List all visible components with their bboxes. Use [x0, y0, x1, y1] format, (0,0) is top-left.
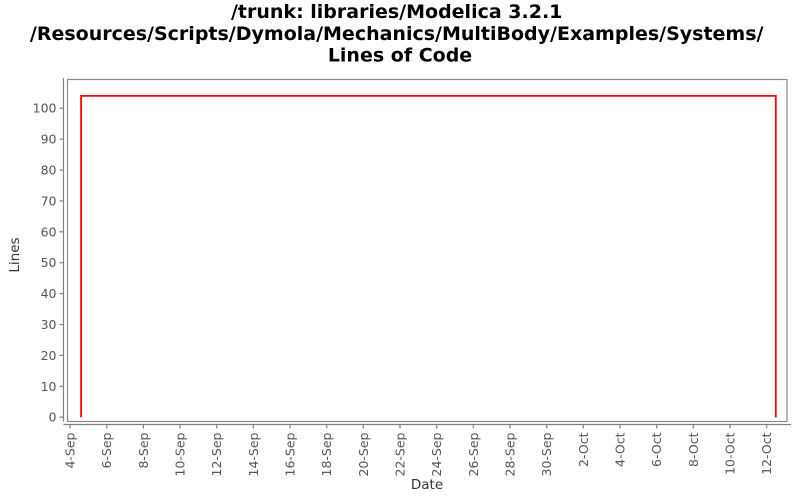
- y-axis-ticks: 0 10 20 30 40 50 60 70 80 90 100: [33, 101, 64, 425]
- x-tick-label: 4-Sep: [63, 432, 78, 468]
- y-axis-title: Lines: [7, 237, 23, 272]
- chart-title-line1: /trunk: libraries/Modelica 3.2.1: [231, 1, 562, 23]
- x-tick-label: 6-Oct: [649, 432, 664, 467]
- y-tick-label: 80: [41, 163, 57, 178]
- y-tick-label: 100: [33, 101, 57, 116]
- x-axis-title: Date: [411, 477, 443, 493]
- y-tick-label: 40: [41, 286, 57, 301]
- x-tick-label: 2-Oct: [576, 432, 591, 467]
- y-tick-label: 90: [41, 132, 57, 147]
- x-tick-label: 22-Sep: [393, 432, 408, 476]
- chart-title-line2: /Resources/Scripts/Dymola/Mechanics/Mult…: [30, 23, 764, 45]
- plot-area: [66, 78, 788, 423]
- y-tick-label: 70: [41, 193, 57, 208]
- y-tick-label: 0: [49, 410, 57, 425]
- y-tick-label: 20: [41, 348, 57, 363]
- y-tick-label: 10: [41, 379, 57, 394]
- x-tick-label: 4-Oct: [613, 432, 628, 467]
- y-tick-label: 60: [41, 224, 57, 239]
- x-tick-label: 12-Sep: [209, 432, 224, 476]
- x-tick-label: 6-Sep: [99, 432, 114, 468]
- chart-title-line3: Lines of Code: [328, 45, 472, 67]
- y-tick-label: 30: [41, 317, 57, 332]
- x-tick-label: 8-Sep: [136, 432, 151, 468]
- series-line-loc: [80, 95, 777, 418]
- x-tick-label: 28-Sep: [503, 432, 518, 476]
- x-tick-label: 20-Sep: [356, 432, 371, 476]
- x-tick-label: 16-Sep: [283, 432, 298, 476]
- x-tick-label: 10-Sep: [173, 432, 188, 476]
- x-tick-label: 8-Oct: [686, 432, 701, 467]
- x-tick-label: 18-Sep: [319, 432, 334, 476]
- x-tick-label: 12-Oct: [759, 432, 774, 474]
- x-tick-label: 30-Sep: [539, 432, 554, 476]
- x-axis-ticks: 4-Sep 6-Sep 8-Sep 10-Sep 12-Sep 14-Sep 16-Sep 1…: [63, 424, 774, 476]
- x-tick-label: 10-Oct: [722, 432, 737, 474]
- y-tick-label: 50: [41, 255, 57, 270]
- x-tick-label: 24-Sep: [429, 432, 444, 476]
- x-tick-label: 26-Sep: [466, 432, 481, 476]
- chart-title: /trunk: libraries/Modelica 3.2.1 /Resour…: [30, 1, 770, 67]
- x-tick-label: 14-Sep: [246, 432, 261, 476]
